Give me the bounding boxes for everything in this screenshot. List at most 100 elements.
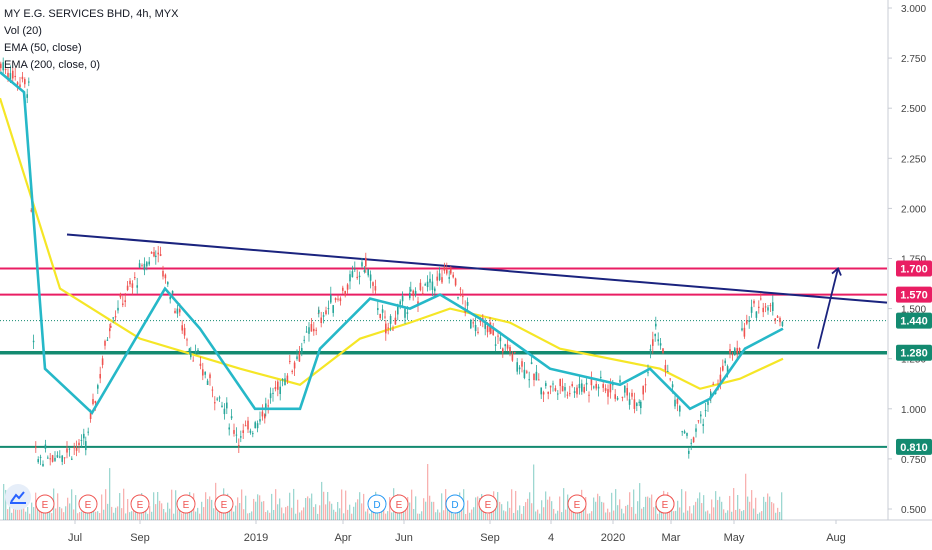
candle-body [256,423,259,429]
candle-body [697,420,700,422]
candle-body [42,463,44,467]
candle-body [313,328,315,332]
candle-body [538,379,540,381]
candle-body [394,317,397,325]
candle-body [61,455,63,462]
candle-body [192,360,194,362]
volume-bar [45,512,47,520]
candle-body [719,374,722,385]
candle-body [511,353,514,361]
candle-body [431,281,434,290]
candle-body [690,442,692,444]
volume-bar [661,512,663,520]
volume-bar [295,513,297,520]
event-marker-e [78,494,98,514]
candle-body [633,399,636,409]
candle-body [369,274,372,281]
candle-body [363,270,366,272]
volume-bar [535,511,537,520]
volume-bar [235,505,237,520]
volume-bar [195,511,197,520]
volume-bar [127,499,129,520]
event-marker-e [655,494,675,514]
candle-body [686,432,688,436]
candle-body [644,384,647,386]
candle-body [604,388,607,391]
indicator-volume[interactable]: Vol (20) [4,25,42,37]
indicator-ema50[interactable]: EMA (50, close) [4,42,82,54]
candle-body [179,309,181,313]
candle-body [385,323,387,334]
candle-body [134,277,136,279]
candle-body [24,79,26,85]
candle-body [736,347,738,354]
volume-bar [747,496,749,520]
volume-bar [309,498,311,520]
volume-bar [703,495,705,520]
volume-bar [147,513,149,520]
volume-bar [619,499,621,520]
volume-bar [465,513,467,520]
candle-body [516,362,518,372]
candle-body [404,308,406,318]
candle-body [244,425,247,427]
volume-bar [743,510,745,520]
volume-bar [727,510,729,520]
volume-bar [131,511,133,520]
volume-bar [333,509,335,520]
candle-body [417,301,419,306]
volume-bar [517,510,519,520]
volume-bar [283,513,285,520]
candle-body [247,420,249,430]
volume-bar [129,512,131,520]
candle-body [238,445,240,447]
volume-bar [487,513,489,520]
x-tick-label: 4 [548,532,554,544]
volume-bar [121,508,123,520]
candle-body [124,300,126,302]
candle-body [702,424,704,426]
candle-body [545,383,547,386]
candle-body [443,267,446,271]
indicator-ema200[interactable]: EMA (200, close, 0) [4,59,100,71]
candle-body [509,347,511,352]
candle-body [489,323,491,332]
x-tick-label: 2020 [601,532,625,544]
candle-body [755,311,758,318]
volume-bar [169,508,171,520]
volume-bar [385,513,387,520]
candle-body [628,399,631,405]
tradingview-logo-icon[interactable] [5,484,31,510]
volume-bar [413,508,415,520]
candle-body [774,318,776,321]
candle-body [228,427,230,430]
candle-body [277,381,279,390]
volume-bar [595,501,597,520]
candle-body [681,431,683,433]
candle-body [738,348,741,351]
volume-bar [523,506,525,520]
volume-bar [769,496,771,520]
volume-bar [633,489,635,520]
candle-body [181,325,183,331]
candle-body [569,393,571,395]
candle-body [657,339,659,342]
candle-body [87,431,89,433]
candle-body [249,430,252,433]
candle-body [389,316,392,324]
volume-bar [779,511,781,520]
x-tick-label: Jun [395,532,413,544]
volume-bar [239,503,241,520]
volume-bar [75,495,77,520]
volume-bar [321,481,323,520]
candle-body [372,282,374,286]
candle-body [342,287,344,291]
volume-bar [253,498,255,520]
candle-body [401,296,404,302]
candle-body [83,433,85,439]
candle-body [194,350,197,354]
volume-bar [13,508,15,520]
candle-body [265,403,267,410]
volume-bar [607,508,609,520]
